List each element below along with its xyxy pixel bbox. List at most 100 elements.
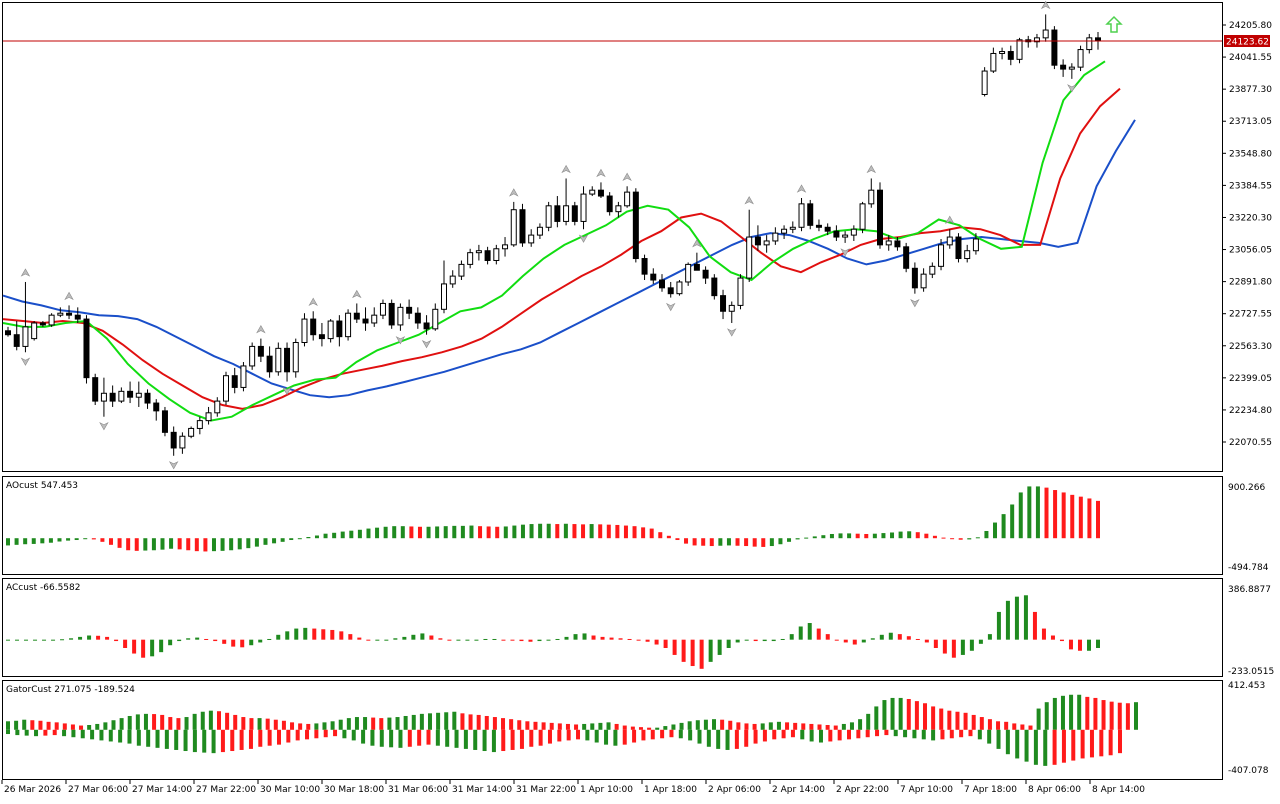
gator-upper-bar <box>79 725 84 730</box>
candle-body <box>493 248 500 261</box>
candle-body <box>606 195 613 213</box>
gator-lower-bar <box>71 729 76 738</box>
candle-body <box>536 226 543 236</box>
candle-body <box>746 236 753 279</box>
ac-bar <box>141 639 146 658</box>
ao-bar <box>641 527 646 539</box>
candle-body <box>170 431 177 449</box>
ao-bar <box>623 525 628 539</box>
ac-bar <box>852 639 857 645</box>
ao-bar <box>975 537 980 539</box>
candle-body <box>1007 51 1014 60</box>
candle-body <box>781 228 788 234</box>
gator-lower-bar <box>1108 729 1113 756</box>
gator-lower-bar <box>884 729 889 736</box>
gator-upper-bar <box>208 710 213 730</box>
candle-body <box>92 377 99 402</box>
candle-body <box>266 355 273 373</box>
candle-body <box>990 52 997 72</box>
ao-bar <box>589 524 594 539</box>
candle-body <box>31 322 38 340</box>
ac-pane[interactable] <box>2 578 1223 677</box>
ao-pane[interactable] <box>2 476 1223 575</box>
candle-body <box>911 267 918 289</box>
ac-bar <box>195 637 200 640</box>
gator-upper-bar <box>549 722 554 730</box>
candle-body <box>920 273 927 289</box>
ao-bar <box>383 526 388 539</box>
ac-bar <box>555 638 560 640</box>
gator-upper-bar <box>152 714 157 730</box>
ao-bar <box>495 526 500 539</box>
gator-lower-bar <box>744 729 749 747</box>
time-tick-label: 2 Apr 06:00 <box>708 785 761 795</box>
gator-pane[interactable] <box>2 680 1223 780</box>
ao-bar <box>692 538 697 546</box>
candle-body <box>903 246 910 269</box>
fractal-up-icon <box>796 184 807 193</box>
time-tick-label: 7 Apr 18:00 <box>964 785 1017 795</box>
gator-lower-bar <box>445 729 450 747</box>
candle-body <box>249 345 256 367</box>
gator-lower-bar <box>809 729 814 742</box>
candle-body <box>484 250 491 261</box>
gator-lower-bar <box>370 729 375 746</box>
gator-upper-bar <box>127 715 132 730</box>
fractal-down-icon <box>665 302 676 312</box>
gator-lower-bar <box>678 729 683 739</box>
candle-body <box>676 281 683 295</box>
ao-bar <box>74 538 79 541</box>
gator-lower-bar <box>1052 729 1057 765</box>
gator-lower-bar <box>706 729 711 747</box>
main-pane[interactable] <box>2 2 1223 472</box>
ao-bar <box>23 538 28 545</box>
fractal-up-icon <box>945 215 955 224</box>
gator-lower-bar <box>510 729 515 750</box>
fractal-up-icon <box>509 188 519 197</box>
candle-body <box>693 263 700 271</box>
ao-bar <box>864 533 869 539</box>
gator-lower-bar <box>753 729 758 744</box>
gator-lower-bar <box>146 729 151 747</box>
candle-body <box>824 226 831 232</box>
ao-bar <box>984 530 989 539</box>
gator-upper-bar <box>233 714 238 730</box>
gator-lower-bar <box>398 729 403 748</box>
gator-lower-bar <box>949 729 954 739</box>
ac-bar <box>654 639 659 645</box>
gator-upper-bar <box>655 727 660 730</box>
gator-upper-bar <box>882 700 887 730</box>
gator-lower-bar <box>529 729 534 747</box>
candle-body <box>868 189 875 205</box>
candle-body <box>414 312 421 324</box>
ao-bar <box>117 538 122 548</box>
ao-axis-max: 900.266 <box>1228 483 1265 493</box>
ao-bar <box>572 524 577 539</box>
price-tick-label: 22234.80 <box>1229 406 1272 416</box>
candle-body <box>877 189 883 246</box>
ao-bar <box>761 538 766 547</box>
gator-lower-bar <box>34 729 39 737</box>
ao-bar <box>14 538 19 545</box>
gator-upper-bar <box>630 726 635 730</box>
ac-bar <box>357 637 362 640</box>
gator-lower-bar <box>211 729 216 754</box>
ac-bar <box>825 634 830 640</box>
gator-upper-bar <box>363 717 368 730</box>
ao-bar <box>186 538 191 551</box>
fractal-down-icon <box>727 328 737 337</box>
gator-lower-bar <box>342 729 347 739</box>
candle-body <box>563 205 570 222</box>
gator-lower-bar <box>762 729 767 742</box>
ao-bar <box>6 538 10 546</box>
time-tick-label: 30 Mar 10:00 <box>260 785 320 795</box>
gator-upper-bar <box>298 723 303 730</box>
ac-bar <box>645 639 650 642</box>
ac-bar <box>6 639 10 641</box>
gator-lower-bar <box>108 729 113 742</box>
ac-bar <box>330 629 335 640</box>
ao-bar <box>203 538 208 552</box>
gator-upper-bar <box>95 723 100 730</box>
ao-bar <box>872 533 877 539</box>
